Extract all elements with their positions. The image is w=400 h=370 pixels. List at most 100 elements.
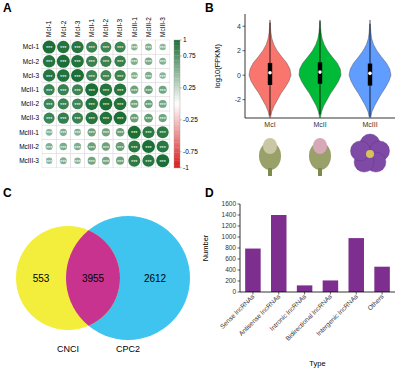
cell-frame (99, 125, 113, 139)
cell-frame (99, 139, 113, 153)
cell-frame (42, 97, 56, 111)
colorbar-strip (174, 124, 180, 127)
bar (323, 280, 339, 292)
significance-label: *** (103, 116, 110, 122)
x-axis (240, 292, 395, 293)
cell-frame (127, 125, 141, 139)
significance-label: *** (46, 159, 53, 165)
significance-label: *** (103, 145, 110, 151)
cell-frame (141, 125, 155, 139)
significance-label: *** (46, 130, 53, 136)
x-tick-label: Antisense lncRNAs (237, 292, 282, 337)
correlation-circle (43, 41, 56, 54)
colorbar-strip (174, 163, 180, 166)
colorbar-strip (174, 91, 180, 94)
row-label: McII-3 (21, 114, 39, 121)
x-tick-label: Others (366, 292, 385, 311)
violin (249, 20, 291, 118)
x-tick (356, 292, 357, 295)
x-tick (330, 292, 331, 295)
correlation-circle (57, 55, 70, 68)
correlation-circle (85, 83, 98, 96)
correlation-circle (85, 98, 97, 110)
significance-label: *** (46, 145, 53, 151)
cell-frame (85, 68, 99, 82)
significance-label: *** (46, 45, 53, 51)
colorbar-strip (174, 53, 180, 56)
significance-label: *** (103, 159, 110, 165)
correlation-circle (86, 112, 98, 124)
significance-label: *** (74, 74, 81, 80)
colorbar-strip (174, 127, 180, 130)
colorbar-strip (174, 73, 180, 76)
colorbar-strip (174, 101, 180, 104)
significance-label: *** (103, 130, 110, 136)
box (368, 64, 372, 86)
colorbar-strip (174, 71, 180, 74)
correlation-circle (144, 100, 152, 108)
cell-frame (127, 111, 141, 125)
significance-label: *** (88, 102, 95, 108)
colorbar-tick (180, 167, 182, 168)
column-label: McIII-2 (145, 17, 152, 37)
cell-frame (113, 54, 127, 68)
column-label: McIII-1 (131, 17, 138, 37)
panel-label: C (3, 186, 12, 200)
colorbar-strip (174, 94, 180, 97)
colorbar-strip (174, 129, 180, 132)
colorbar-strip (174, 135, 180, 138)
venn-overlap (16, 226, 120, 330)
correlation-circle (159, 58, 166, 65)
significance-label: *** (145, 74, 152, 80)
colorbar-strip (174, 76, 180, 79)
cell-frame (99, 83, 113, 97)
x-tick-label: McII (313, 121, 326, 128)
bar (245, 249, 261, 292)
correlation-circle (156, 154, 169, 167)
correlation-circle (157, 126, 169, 138)
colorbar-strip (174, 109, 180, 112)
significance-label: *** (46, 102, 53, 108)
violin (299, 20, 341, 118)
panel-label: A (3, 1, 12, 15)
cell-frame (70, 125, 84, 139)
correlation-circle (145, 72, 152, 79)
correlation-circle (159, 44, 166, 51)
significance-label: *** (74, 159, 81, 165)
correlation-circle (114, 84, 126, 96)
y-tick-label: 800 (225, 244, 236, 251)
correlation-circle (57, 41, 69, 53)
significance-label: *** (46, 59, 53, 65)
median-dot (368, 72, 372, 76)
significance-label: *** (74, 59, 81, 65)
cell-frame (156, 54, 170, 68)
correlation-circle (72, 113, 83, 124)
significance-label: *** (159, 159, 166, 165)
box (268, 63, 272, 85)
correlation-circle (44, 98, 55, 109)
cell-frame (141, 97, 155, 111)
significance-label: *** (103, 74, 110, 80)
cell-frame (113, 139, 127, 153)
significance-label: *** (88, 116, 95, 122)
correlation-circle (131, 72, 138, 79)
correlation-circle (128, 140, 140, 152)
row-label: McI-2 (23, 58, 40, 65)
cell-frame (141, 83, 155, 97)
correlation-matrix (42, 40, 170, 168)
cell-frame (156, 125, 170, 139)
cell-frame (127, 68, 141, 82)
colorbar-tick-label: 0.25 (183, 84, 196, 91)
violins (249, 20, 391, 118)
cell-frame (99, 97, 113, 111)
significance-label: *** (88, 59, 95, 65)
y-tick (243, 99, 246, 100)
figure: AMcI-1McI-1McI-2McI-2McI-3McI-3McII-1McI… (0, 0, 400, 370)
significance-label: *** (159, 88, 166, 94)
colorbar-tick-label: -1 (183, 164, 189, 171)
cell-frame (127, 139, 141, 153)
correlation-circle (142, 126, 154, 138)
flower-photo (318, 168, 322, 176)
colorbar-strip (174, 78, 180, 81)
significance-label: *** (60, 74, 67, 80)
